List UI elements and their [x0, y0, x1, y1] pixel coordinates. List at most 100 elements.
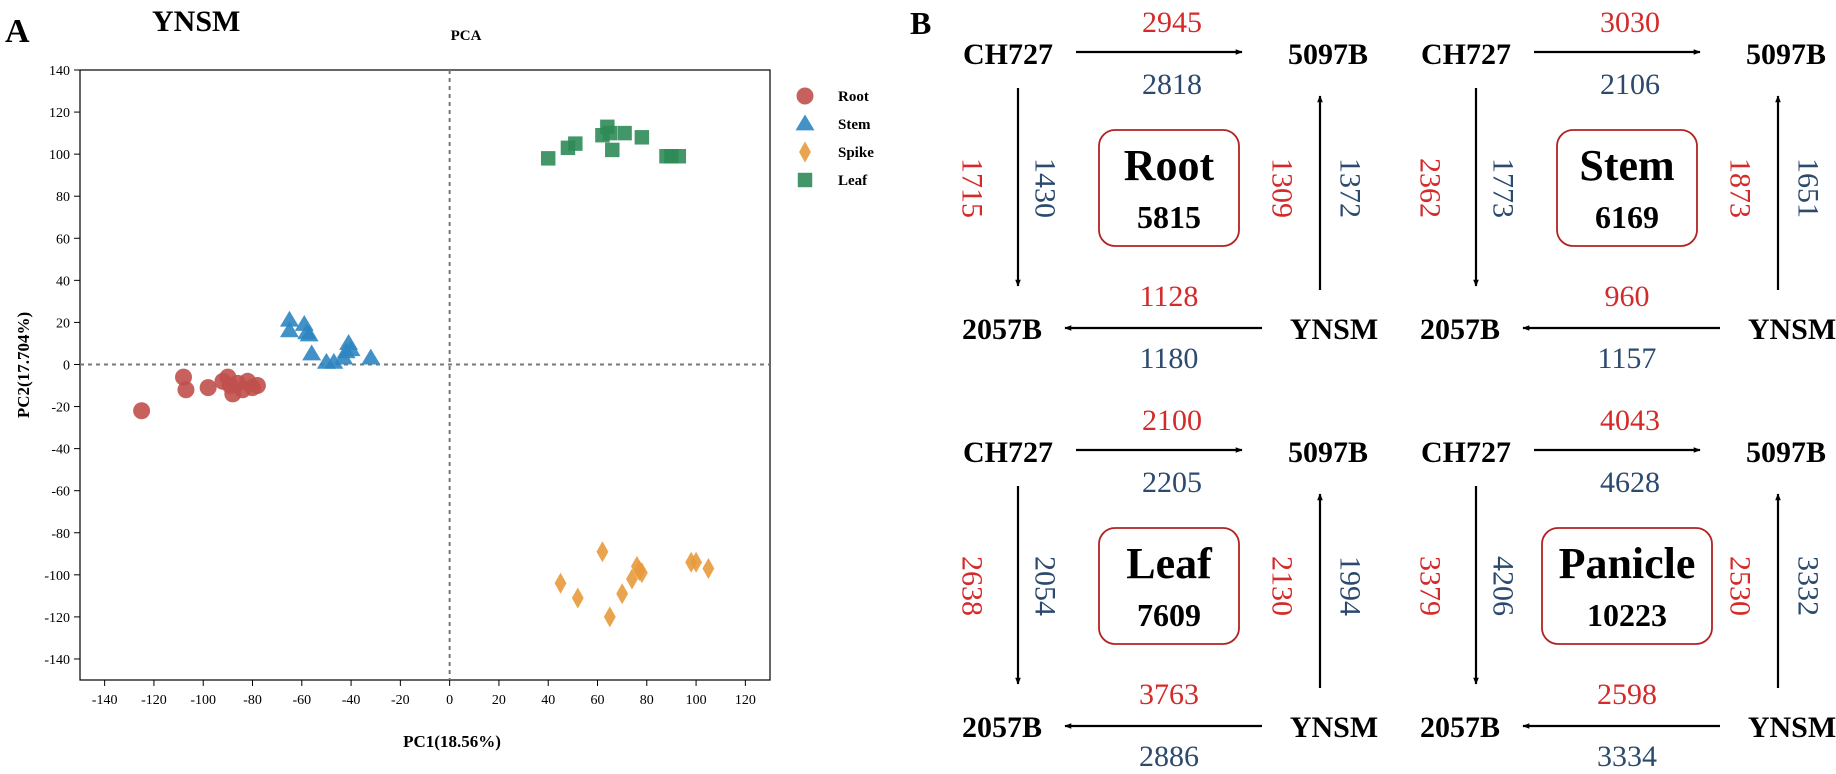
panel-a-letter: A — [5, 13, 30, 50]
data-point-leaf — [605, 142, 620, 158]
node-ch727: CH727 — [963, 38, 1053, 71]
count-top-blue: 2205 — [1142, 466, 1202, 499]
count-right-blue: 3332 — [1792, 556, 1825, 616]
y-tick-label: 80 — [56, 190, 70, 205]
count-left-red: 2362 — [1414, 158, 1447, 218]
data-point-stem — [279, 321, 299, 338]
data-point-spike — [596, 541, 609, 563]
data-point-leaf — [634, 130, 650, 145]
data-point-leaf — [540, 151, 556, 166]
data-point-stem — [279, 310, 299, 327]
tissue-box — [1541, 527, 1713, 645]
y-tick-label: 120 — [49, 106, 70, 121]
count-top-red: 2100 — [1142, 404, 1202, 437]
x-tick-label: -20 — [391, 693, 410, 708]
chart-legend: Root Stem Spike Leaf — [795, 87, 874, 189]
tissue-name: Panicle — [1559, 539, 1696, 588]
count-top-red: 4043 — [1600, 404, 1660, 437]
panel-b-diagrams: B CH727 5097B 2057B YNSM 2945 2818 1128 1180 171… — [910, 5, 1836, 773]
data-point-leaf — [602, 125, 618, 141]
count-bottom-red: 1128 — [1140, 280, 1199, 313]
tissue-box — [1556, 129, 1698, 247]
sample-title: YNSM — [152, 5, 240, 38]
legend-label-leaf: Leaf — [838, 173, 868, 189]
diagram-root: CH727 5097B 2057B YNSM 2945 2818 1128 1180 1715 1… — [956, 6, 1379, 375]
legend-marker-stem — [795, 114, 815, 131]
node-5097b: 5097B — [1288, 38, 1368, 71]
tissue-total: 5815 — [1137, 199, 1201, 235]
x-axis-ticks: -140 -120 -100 -80 -60 -40 -20 0 20 40 60 80 100 120 — [92, 680, 756, 708]
count-left-blue: 2054 — [1029, 556, 1062, 616]
data-point-spike — [571, 587, 584, 609]
panel-b-letter: B — [910, 5, 931, 41]
y-tick-label: 100 — [49, 148, 70, 163]
node-2057b: 2057B — [962, 711, 1042, 744]
node-2057b: 2057B — [1420, 313, 1500, 346]
x-tick-label: -40 — [342, 693, 361, 708]
x-tick-label: -140 — [92, 693, 118, 708]
y-tick-label: -140 — [44, 653, 70, 668]
node-5097b: 5097B — [1746, 436, 1826, 469]
legend-marker-root — [796, 87, 814, 105]
count-left-blue: 4206 — [1487, 556, 1520, 616]
y-tick-label: 20 — [56, 316, 70, 331]
node-ynsm: YNSM — [1748, 711, 1836, 744]
count-bottom-blue: 3334 — [1597, 740, 1657, 773]
count-bottom-blue: 1180 — [1140, 342, 1199, 375]
count-left-red: 1715 — [956, 158, 989, 218]
diagram-stem: CH727 5097B 2057B YNSM 3030 2106 960 1157 2362 17… — [1414, 6, 1836, 375]
tissue-total: 6169 — [1595, 199, 1659, 235]
count-bottom-red: 2598 — [1597, 678, 1657, 711]
count-right-red: 2130 — [1266, 556, 1299, 616]
count-left-blue: 1773 — [1487, 158, 1520, 218]
count-left-blue: 1430 — [1029, 158, 1062, 218]
data-point-spike — [635, 562, 648, 584]
y-tick-label: -100 — [44, 569, 70, 584]
tissue-name: Stem — [1579, 141, 1674, 190]
count-right-red: 1309 — [1266, 158, 1299, 218]
x-axis-label: PC1(18.56%) — [403, 732, 501, 751]
count-right-red: 2530 — [1724, 556, 1757, 616]
tissue-name: Root — [1124, 141, 1215, 190]
count-bottom-blue: 1157 — [1598, 342, 1657, 375]
x-tick-label: 80 — [640, 693, 654, 708]
panel-a-pca-chart: A YNSM PCA -140 -120 -100 -80 -60 -40 -20 0 20 40… — [5, 5, 874, 751]
x-tick-label: -100 — [190, 693, 216, 708]
data-point-leaf — [617, 125, 632, 141]
data-point-spike — [603, 606, 616, 628]
x-tick-label: 60 — [591, 693, 605, 708]
y-tick-label: 140 — [49, 64, 70, 79]
data-point-root — [199, 379, 217, 397]
y-tick-label: -60 — [51, 485, 70, 500]
y-tick-label: -120 — [44, 611, 70, 626]
chart-title: PCA — [451, 28, 482, 44]
data-point-spike — [626, 568, 638, 590]
y-tick-label: 60 — [56, 232, 70, 247]
data-point-stem — [361, 348, 381, 365]
count-left-red: 3379 — [1414, 556, 1447, 616]
legend-marker-leaf — [797, 172, 813, 188]
legend-label-root: Root — [838, 89, 869, 105]
data-point-leaf — [568, 136, 583, 151]
x-tick-label: 40 — [541, 693, 555, 708]
plot-frame — [79, 69, 771, 681]
count-bottom-red: 960 — [1605, 280, 1650, 313]
tissue-box — [1098, 527, 1240, 645]
node-5097b: 5097B — [1746, 38, 1826, 71]
node-ch727: CH727 — [1421, 436, 1511, 469]
count-top-red: 2945 — [1142, 6, 1202, 39]
count-right-red: 1873 — [1724, 158, 1757, 218]
y-axis-ticks: 140 120 100 80 60 40 20 0 -20 -40 -60 -80 -100 -120 -1… — [44, 64, 80, 668]
data-point-root — [175, 368, 192, 386]
data-point-root — [248, 377, 266, 395]
data-point-root — [133, 402, 151, 420]
x-tick-label: 100 — [686, 693, 707, 708]
node-ynsm: YNSM — [1290, 313, 1378, 346]
count-right-blue: 1651 — [1792, 158, 1825, 218]
data-point-stem — [299, 325, 319, 342]
y-tick-label: -20 — [51, 401, 70, 416]
y-tick-label: -80 — [51, 527, 70, 542]
count-bottom-blue: 2886 — [1139, 740, 1199, 773]
legend-label-stem: Stem — [838, 117, 871, 133]
